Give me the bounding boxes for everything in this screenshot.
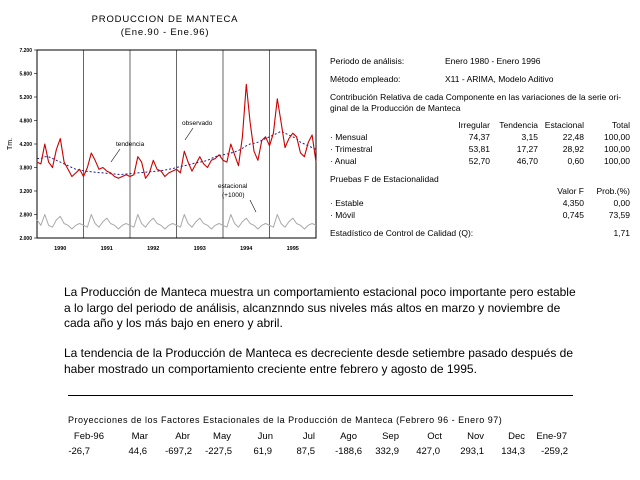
month-label: Sep bbox=[382, 431, 399, 442]
header-irregular: Irregular bbox=[458, 120, 490, 130]
y-tick-label: 3.200 bbox=[19, 189, 32, 195]
f-row-value: 0,00 bbox=[613, 198, 630, 208]
month-label: Dec bbox=[508, 431, 525, 442]
row-value: 74,37 bbox=[468, 132, 490, 142]
row-label: · Anual bbox=[330, 156, 357, 166]
row-value: 22,48 bbox=[562, 132, 584, 142]
row-value: 100,00 bbox=[604, 132, 630, 142]
production-chart: 1990 1991 1992 1993 1994 1995 2.000 2.800 3.200 3… bbox=[7, 48, 317, 252]
y-tick-label: 4.200 bbox=[19, 142, 32, 148]
f-row-value: 4,350 bbox=[562, 198, 584, 208]
row-value: 53,81 bbox=[468, 144, 490, 154]
header-estacional: Estacional bbox=[544, 120, 584, 130]
x-tick-label: 1992 bbox=[147, 246, 159, 252]
f-row-label: · Estable bbox=[330, 198, 364, 208]
factor-value: -227,5 bbox=[205, 446, 232, 457]
paragraph-seasonal: La Producción de Manteca muestra un comp… bbox=[64, 285, 576, 330]
x-tick-label: 1990 bbox=[54, 246, 66, 252]
header-tendencia: Tendencia bbox=[499, 120, 538, 130]
factor-value: 293,1 bbox=[460, 446, 484, 457]
paragraph-trend: La tendencia de la Producción de Manteca… bbox=[64, 346, 574, 376]
y-tick-label: 2.000 bbox=[19, 236, 32, 242]
f-row-value: 0,745 bbox=[562, 210, 584, 220]
month-label: Jul bbox=[302, 431, 315, 442]
calidad-value: 1,71 bbox=[613, 228, 630, 238]
month-label: Mar bbox=[131, 431, 148, 442]
factor-value: -697,2 bbox=[165, 446, 192, 457]
f-header-prob: Prob.(%) bbox=[596, 186, 630, 196]
row-value: 17,27 bbox=[516, 144, 538, 154]
factor-value: -259,2 bbox=[541, 446, 568, 457]
factor-value: -188,6 bbox=[335, 446, 362, 457]
x-tick-label: 1995 bbox=[287, 246, 299, 252]
month-label: Ene-97 bbox=[536, 431, 567, 442]
estacional-pointer bbox=[249, 199, 257, 213]
factor-value: 427,0 bbox=[416, 446, 440, 457]
row-value: 46,70 bbox=[516, 156, 538, 166]
f-row-label: · Móvil bbox=[330, 210, 356, 220]
chart-subtitle: (Ene.90 - Ene.96) bbox=[120, 27, 210, 38]
month-label: Feb-96 bbox=[73, 431, 104, 442]
row-label: · Trimestral bbox=[330, 144, 373, 154]
y-tick-label: 5.200 bbox=[19, 95, 32, 101]
estacional-scale-label: (+1000) bbox=[222, 192, 245, 199]
x-tick-label: 1991 bbox=[101, 246, 113, 252]
factor-value: 134,3 bbox=[501, 446, 525, 457]
y-tick-label: 7.200 bbox=[19, 48, 32, 54]
observado-label: observado bbox=[182, 120, 213, 127]
row-value: 3,15 bbox=[521, 132, 538, 142]
observado-pointer bbox=[184, 127, 194, 141]
x-tick-label: 1994 bbox=[240, 246, 253, 252]
y-tick-label: 5.800 bbox=[19, 72, 32, 78]
projections-title: Proyecciones de los Factores Estacionale… bbox=[68, 415, 503, 425]
month-label: Ago bbox=[340, 431, 357, 442]
row-label: · Mensual bbox=[330, 132, 368, 142]
periodo-label: Periodo de análisis: bbox=[330, 56, 405, 66]
y-tick-label: 2.800 bbox=[19, 213, 32, 219]
chart-title: PRODUCCION DE MANTECA bbox=[91, 14, 239, 25]
factor-value: 87,5 bbox=[296, 446, 316, 457]
observado-line bbox=[36, 83, 317, 179]
row-value: 100,00 bbox=[604, 156, 630, 166]
month-label: May bbox=[213, 431, 231, 442]
factor-value: 44,6 bbox=[128, 446, 148, 457]
estacional-label: estacional bbox=[218, 183, 248, 190]
metodo-value: X11 - ARIMA, Modelo Aditivo bbox=[445, 74, 554, 84]
estacional-line bbox=[36, 214, 317, 230]
periodo-value: Enero 1980 - Enero 1996 bbox=[445, 56, 541, 66]
row-value: 52,70 bbox=[468, 156, 490, 166]
row-value: 100,00 bbox=[604, 144, 630, 154]
divider bbox=[68, 395, 573, 396]
header-total: Total bbox=[612, 120, 630, 130]
factor-value: -26,7 bbox=[68, 446, 90, 457]
month-label: Oct bbox=[427, 431, 442, 442]
month-label: Jun bbox=[257, 431, 273, 442]
x-tick-label: 1993 bbox=[194, 246, 206, 252]
contrib-line-1: Contribución Relativa de cada Componente… bbox=[330, 92, 622, 102]
metodo-label: Método empleado: bbox=[330, 74, 401, 84]
tendencia-label: tendencia bbox=[116, 141, 145, 148]
f-header-valor: Valor F bbox=[557, 186, 584, 196]
contrib-line-2: ginal de la Producción de Manteca bbox=[330, 103, 461, 113]
row-value: 0,60 bbox=[567, 156, 584, 166]
calidad-label: Estadístico de Control de Calidad (Q): bbox=[330, 228, 474, 238]
y-tick-label: 4.800 bbox=[19, 119, 32, 125]
factor-value: 61,9 bbox=[253, 446, 273, 457]
pruebas-label: Pruebas F de Estacionalidad bbox=[330, 174, 439, 184]
f-row-value: 73,59 bbox=[608, 210, 630, 220]
factor-value: 332,9 bbox=[375, 446, 399, 457]
y-axis-label: Tm. bbox=[7, 138, 14, 150]
tendencia-line bbox=[37, 130, 317, 175]
month-label: Nov bbox=[467, 431, 484, 442]
y-tick-label: 3.800 bbox=[19, 166, 32, 172]
row-value: 28,92 bbox=[562, 144, 584, 154]
tendencia-pointer bbox=[110, 148, 121, 163]
month-label: Abr bbox=[175, 431, 190, 442]
